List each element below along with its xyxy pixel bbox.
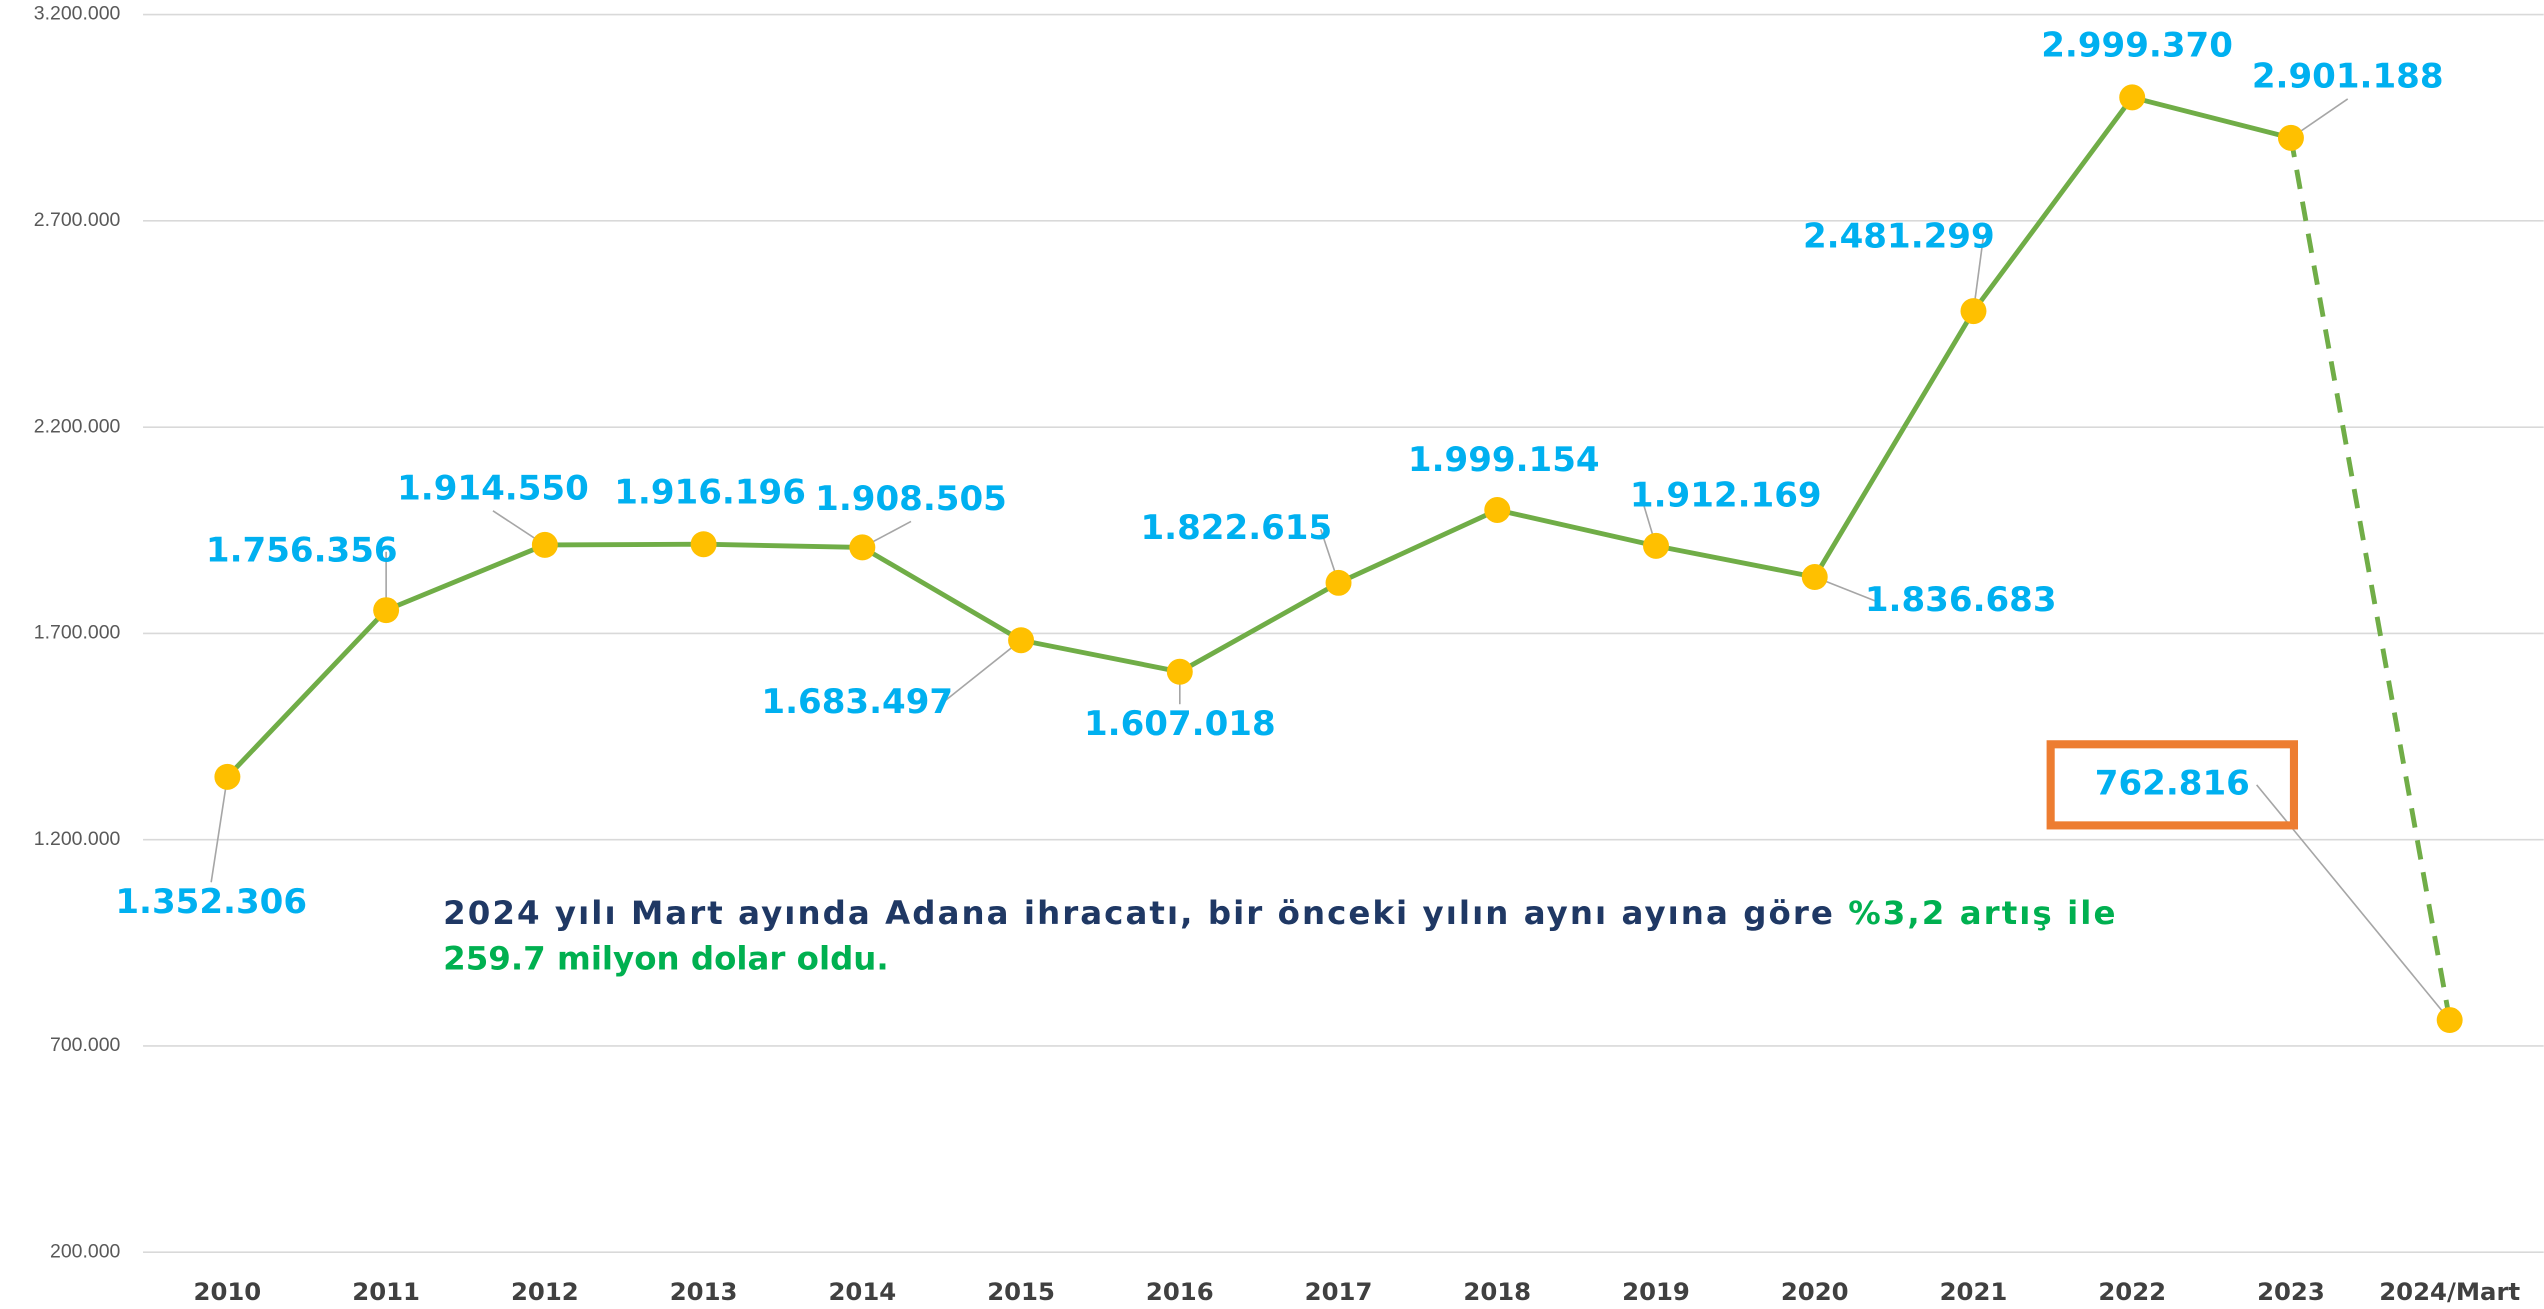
- plot: 200.000 700.000 1.200.000 1.700.000 2.200.00…: [34, 3, 2544, 1306]
- annotation-text: 2024 yılı Mart ayında Adana ihracatı, bi…: [443, 894, 1846, 932]
- x-tick-label: 2019: [1622, 1277, 1690, 1306]
- marker: [373, 597, 400, 624]
- marker: [2436, 1007, 2463, 1034]
- data-label: 1.836.683: [1865, 580, 2057, 620]
- x-tick-label: 2022: [2098, 1277, 2166, 1306]
- y-tick-label: 200.000: [50, 1240, 120, 1262]
- data-label: 1.908.505: [815, 479, 1007, 519]
- x-tick-label: 2020: [1781, 1277, 1849, 1306]
- marker: [1166, 658, 1193, 685]
- x-tick-label: 2024/Mart: [2379, 1277, 2520, 1306]
- data-label: 2.481.299: [1803, 217, 1995, 257]
- marker: [1960, 298, 1987, 325]
- marker: [214, 763, 241, 790]
- data-label: 1.999.154: [1408, 440, 1600, 480]
- data-label: 2.901.188: [2252, 56, 2444, 96]
- data-label: 1.607.018: [1084, 704, 1276, 744]
- y-tick-label: 1.700.000: [34, 622, 121, 644]
- marker: [849, 534, 876, 561]
- x-tick-label: 2017: [1305, 1277, 1373, 1306]
- y-tick-label: 2.200.000: [34, 415, 121, 437]
- y-tick-label: 700.000: [50, 1034, 120, 1056]
- y-tick-label: 3.200.000: [34, 3, 121, 25]
- marker: [2119, 84, 2146, 111]
- data-label: 762.816: [2095, 763, 2250, 803]
- x-tick-label: 2021: [1940, 1277, 2008, 1306]
- highlight-box: [2046, 740, 2299, 830]
- marker: [2277, 124, 2304, 151]
- leader-line: [941, 639, 1022, 705]
- marker: [1325, 569, 1352, 596]
- data-label: 1.352.306: [115, 882, 307, 922]
- data-label: 1.916.196: [614, 472, 806, 512]
- data-label: 1.683.497: [761, 682, 953, 722]
- data-label: 1.756.356: [206, 530, 398, 570]
- marker: [1643, 532, 1669, 559]
- x-tick-label: 2012: [511, 1277, 579, 1306]
- leader-line: [2256, 784, 2451, 1021]
- series-line-projection: [2288, 137, 2453, 1021]
- x-tick-label: 2013: [670, 1277, 738, 1306]
- marker: [531, 531, 558, 558]
- x-tick-label: 2023: [2257, 1277, 2325, 1306]
- leader-line: [210, 776, 229, 883]
- marker: [1801, 564, 1828, 591]
- data-label: 1.912.169: [1630, 476, 1822, 516]
- x-tick-label: 2015: [987, 1277, 1055, 1306]
- x-tick-label: 2010: [194, 1277, 262, 1306]
- marker: [1484, 497, 1511, 523]
- data-label: 1.914.550: [397, 468, 589, 508]
- x-tick-label: 2014: [828, 1277, 896, 1306]
- x-tick-label: 2018: [1463, 1277, 1531, 1306]
- y-tick-label: 1.200.000: [34, 828, 121, 850]
- data-label: 2.999.370: [2041, 26, 2233, 66]
- series-line: [225, 94, 2292, 779]
- x-tick-label: 2016: [1146, 1277, 1214, 1306]
- annotation: 2024 yılı Mart ayında Adana ihracatı, bi…: [443, 894, 2115, 932]
- y-tick-label: 2.700.000: [34, 209, 121, 231]
- annotation-text: 259.7 milyon dolar oldu.: [443, 939, 889, 977]
- annotation-highlight: %3,2 artış ile: [1848, 894, 2115, 932]
- marker: [1008, 627, 1035, 654]
- data-label: 1.822.615: [1140, 508, 1332, 548]
- x-tick-label: 2011: [352, 1277, 420, 1306]
- marker: [690, 531, 717, 558]
